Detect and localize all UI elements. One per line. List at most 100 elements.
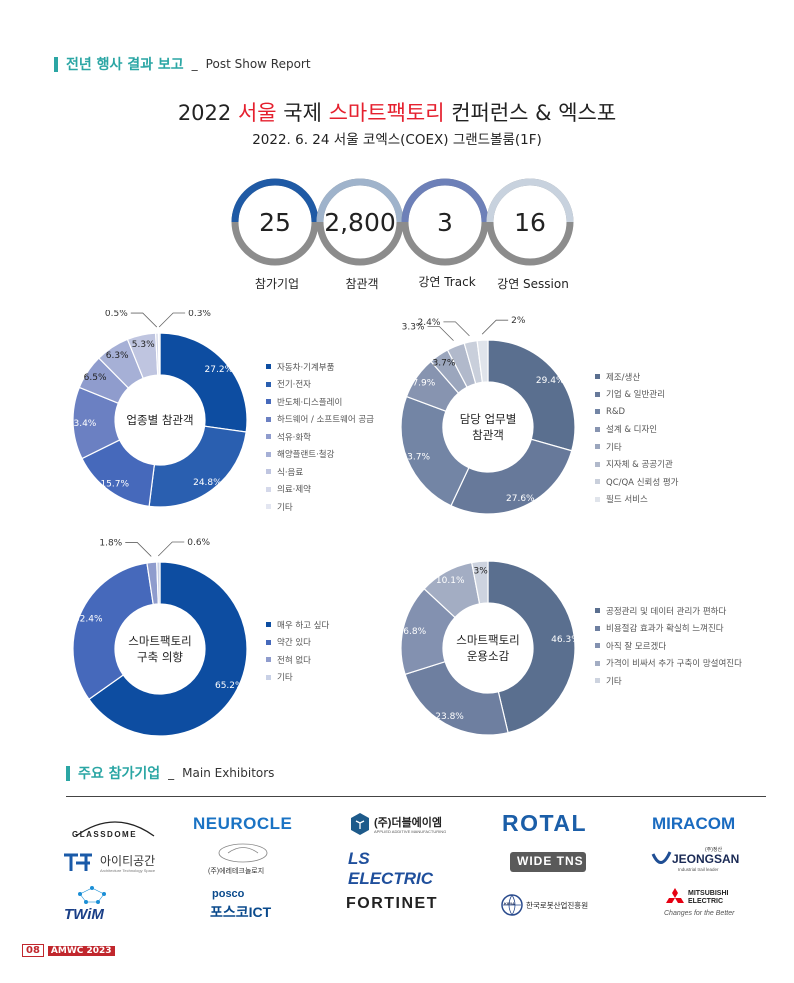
event-date-venue: 2022. 6. 24 서울 코엑스(COEX) 그랜드볼룸(1F) xyxy=(252,132,542,148)
legend-swatch xyxy=(266,434,271,440)
legend-item: 기타 xyxy=(266,669,329,687)
legend-item: 전기·전자 xyxy=(266,376,374,394)
section-title-ko: 주요 참가기업 xyxy=(78,766,161,782)
slice-label: 27.2% xyxy=(205,365,234,375)
title-conference: 컨퍼런스 & 엑스포 xyxy=(451,101,617,125)
legend-item: 지자체 & 공공기관 xyxy=(595,456,679,474)
section-title-sep: _ xyxy=(168,766,175,780)
donut-slice xyxy=(157,332,161,376)
legend-swatch xyxy=(595,660,600,666)
section-title-en: Post Show Report xyxy=(205,57,311,71)
logo-neurocle: NEUROCLE xyxy=(193,814,293,833)
legend-swatch xyxy=(595,444,600,450)
legend-swatch xyxy=(595,409,600,415)
stat-value: 25 xyxy=(259,208,291,237)
donut-hole xyxy=(115,604,205,694)
legend-swatch xyxy=(595,479,600,485)
legend-item: 반도체·디스플레이 xyxy=(266,393,374,411)
legend-label: 기타 xyxy=(277,502,293,513)
stat-circle-visitors: 2,800 xyxy=(316,178,404,266)
slice-label: 65.2% xyxy=(215,681,244,691)
donut-center-title: 구축 의향 xyxy=(137,650,183,664)
slice-label: 16.8% xyxy=(398,627,427,637)
slice-label: 3.3% xyxy=(402,323,425,333)
leader-line xyxy=(125,542,152,557)
legend-swatch xyxy=(595,678,600,684)
slice-label: 23.7% xyxy=(401,452,430,462)
logo-text: MITSUBISHI ELECTRIC xyxy=(688,890,729,905)
donut-hole xyxy=(115,375,205,465)
donut-center-title: 담당 업무별 xyxy=(460,412,517,426)
slice-label: 6.5% xyxy=(84,373,107,383)
legend-swatch xyxy=(595,608,600,614)
leader-line xyxy=(481,319,509,335)
legend-item: 기타 xyxy=(266,498,374,516)
slice-label: 10.1% xyxy=(436,576,465,586)
slice-label: 46.3% xyxy=(551,635,580,645)
legend-item: 약간 있다 xyxy=(266,634,329,652)
legend-label: 해양플랜트·철강 xyxy=(277,450,335,461)
legend-label: 기업 & 일반관리 xyxy=(606,390,665,401)
legend-label: 반도체·디스플레이 xyxy=(277,397,343,408)
title-smartfactory: 스마트팩토리 xyxy=(328,101,445,125)
legend-item: 기타 xyxy=(595,672,742,690)
slice-label: 5.3% xyxy=(132,340,155,350)
logo-glassdome: GLASSDOME xyxy=(68,812,162,846)
legend-swatch xyxy=(266,486,271,492)
legend-industry: 자동차·기계부품 전기·전자 반도체·디스플레이 하드웨어 / 소프트웨어 공급 석유·… xyxy=(266,358,374,516)
logo-text: (주)더블에이엠 xyxy=(374,817,443,829)
slice-label: 23.8% xyxy=(435,712,464,722)
three-diamonds-icon xyxy=(666,888,684,903)
slice-label: 6.3% xyxy=(106,351,129,361)
legend-item: 의료·제약 xyxy=(266,481,374,499)
stat-label-exhibitors: 참가기업 xyxy=(254,277,300,291)
kiria-globe-icon xyxy=(501,894,523,916)
logo-subline: Industrial trail leader xyxy=(678,867,719,872)
stat-circle-tracks: 3 xyxy=(401,178,489,266)
legend-swatch xyxy=(266,657,271,663)
legend-swatch xyxy=(595,426,600,432)
stat-value: 16 xyxy=(514,208,546,237)
its-mark-icon xyxy=(64,853,92,871)
glassdome-arc-icon xyxy=(75,821,155,837)
section-title-ko: 전년 행사 결과 보고 xyxy=(66,57,184,73)
legend-swatch xyxy=(595,374,600,380)
stat-label-sessions: 강연 Session xyxy=(497,277,569,291)
legend-swatch xyxy=(595,461,600,467)
slice-label: 1.8% xyxy=(99,538,122,548)
legend-role: 제조/생산 기업 & 일반관리 R&D 설계 & 디자인 기타 지자체 & 공공기관 QC/… xyxy=(595,368,679,508)
slice-label: 27.6% xyxy=(506,494,535,504)
legend-label: 전혀 없다 xyxy=(277,655,311,666)
legend-item: 식·음료 xyxy=(266,463,374,481)
cube-icon xyxy=(351,813,369,835)
section-heading-exhibitors: 주요 참가기업 _ Main Exhibitors xyxy=(66,763,274,783)
legend-item: 기타 xyxy=(595,438,679,456)
section-title-en: Main Exhibitors xyxy=(182,766,275,780)
legend-item: 가격이 비싸서 추가 구축이 망설여진다 xyxy=(595,655,742,673)
legend-label: 필드 서비스 xyxy=(606,495,648,506)
slice-label: 0.6% xyxy=(187,538,210,548)
donut-center-title: 스마트팩토리 xyxy=(456,633,519,647)
slice-label: 32.4% xyxy=(74,614,103,624)
event-title: 2022 서울 국제 스마트팩토리 컨퍼런스 & 엑스포 xyxy=(0,97,794,127)
legend-label: 매우 하고 싶다 xyxy=(277,620,330,631)
legend-label: 공정관리 및 데이터 관리가 편하다 xyxy=(606,606,727,617)
legend-item: 아직 잘 모르겠다 xyxy=(595,637,742,655)
legend-swatch xyxy=(266,639,271,645)
title-intl: 국제 xyxy=(283,101,322,125)
legend-item: 설계 & 디자인 xyxy=(595,421,679,439)
legend-swatch xyxy=(266,622,271,628)
legend-item: 필드 서비스 xyxy=(595,491,679,509)
network-dots-icon xyxy=(78,886,106,904)
section-divider xyxy=(66,796,766,797)
legend-label: 기타 xyxy=(277,673,293,684)
logo-jeongsan: (주)정산 JEONGSAN Industrial trail leader xyxy=(650,846,746,876)
legend-label: 의료·제약 xyxy=(277,485,311,496)
stat-ring-accent xyxy=(231,178,319,223)
legend-label: R&D xyxy=(606,406,626,417)
title-year: 2022 xyxy=(177,101,232,125)
logo-itgonggan: 아이티공간 Architecture Technology Space xyxy=(62,850,162,876)
slice-label: 0.3% xyxy=(188,310,211,319)
